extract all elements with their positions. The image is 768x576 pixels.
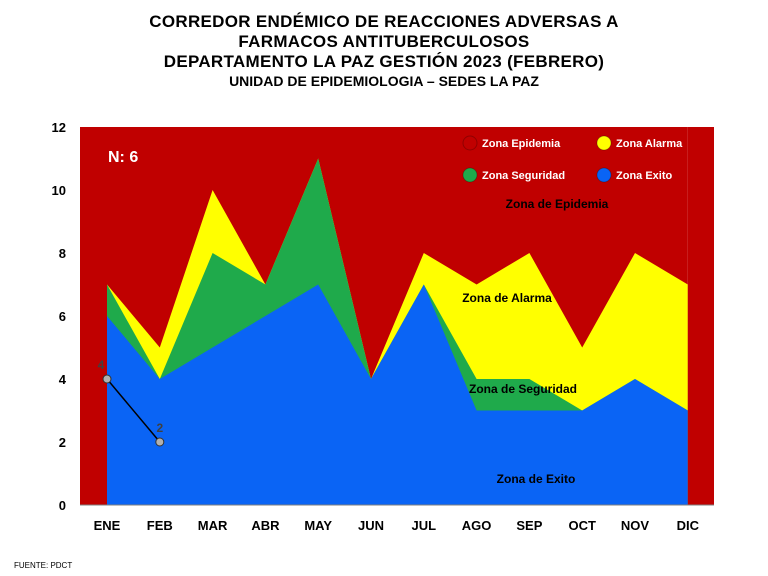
x-tick-label: NOV [621, 518, 650, 533]
x-tick-label: FEB [147, 518, 173, 533]
legend-swatch [596, 135, 612, 151]
chart-subtitle: UNIDAD DE EPIDEMIOLOGIA – SEDES LA PAZ [229, 73, 539, 89]
chart-title-line-3: DEPARTAMENTO LA PAZ GESTIÓN 2023 (FEBRER… [163, 52, 605, 71]
plot-margin-right [687, 127, 714, 505]
zone-label: Zona de Exito [497, 472, 576, 486]
x-tick-label: ABR [251, 518, 280, 533]
source-note: FUENTE: PDCT [14, 561, 73, 570]
area-exito [107, 284, 688, 505]
chart-title-line-2: FARMACOS ANTITUBERCULOSOS [238, 32, 530, 51]
observed-data-label: 4 [98, 358, 105, 372]
chart-title-line-1: CORREDOR ENDÉMICO DE REACCIONES ADVERSAS… [149, 12, 619, 31]
legend-swatch [462, 135, 478, 151]
y-tick-label: 2 [59, 435, 66, 450]
y-tick-label: 6 [59, 309, 66, 324]
observed-point [155, 437, 165, 447]
zone-label: Zona de Epidemia [506, 197, 609, 211]
x-tick-label: JUN [358, 518, 384, 533]
legend-swatch [462, 167, 478, 183]
legend-label: Zona Epidemia [482, 138, 561, 150]
zone-areas [80, 127, 714, 505]
chart-title-block: CORREDOR ENDÉMICO DE REACCIONES ADVERSAS… [0, 12, 768, 90]
observed-series: 42 [98, 358, 165, 447]
n-count-label: N: 6 [108, 149, 138, 166]
axes: 0 2 4 6 8 10 12 ENE FEB MAR ABR MAY JUN JUL AGO SEP OCT N… [52, 120, 714, 533]
legend-swatch [596, 167, 612, 183]
zone-label: Zona de Seguridad [469, 382, 577, 396]
y-tick-label: 8 [59, 246, 66, 261]
zone-label: Zona de Alarma [462, 291, 552, 305]
x-tick-label: JUL [412, 518, 437, 533]
legend-label: Zona Seguridad [482, 170, 565, 182]
x-tick-label: OCT [568, 518, 596, 533]
observed-point [102, 374, 112, 384]
x-tick-label: SEP [516, 518, 542, 533]
zone-labels: Zona de Epidemia Zona de Alarma Zona de Se… [462, 197, 608, 486]
legend-label: Zona Exito [616, 170, 673, 182]
y-tick-label: 4 [59, 372, 67, 387]
x-tick-label: ENE [94, 518, 121, 533]
x-tick-label: AGO [462, 518, 492, 533]
y-tick-label: 0 [59, 498, 66, 513]
legend: Zona Epidemia Zona Alarma Zona Seguridad Zo… [462, 135, 683, 183]
plot-margin-left [80, 127, 107, 505]
observed-data-label: 2 [156, 421, 163, 435]
legend-label: Zona Alarma [616, 138, 683, 150]
observed-line [106, 378, 161, 443]
x-tick-label: MAR [198, 518, 228, 533]
y-tick-label: 10 [52, 183, 66, 198]
x-tick-label: MAY [304, 518, 332, 533]
y-tick-label: 12 [52, 120, 66, 135]
x-tick-label: DIC [677, 518, 700, 533]
